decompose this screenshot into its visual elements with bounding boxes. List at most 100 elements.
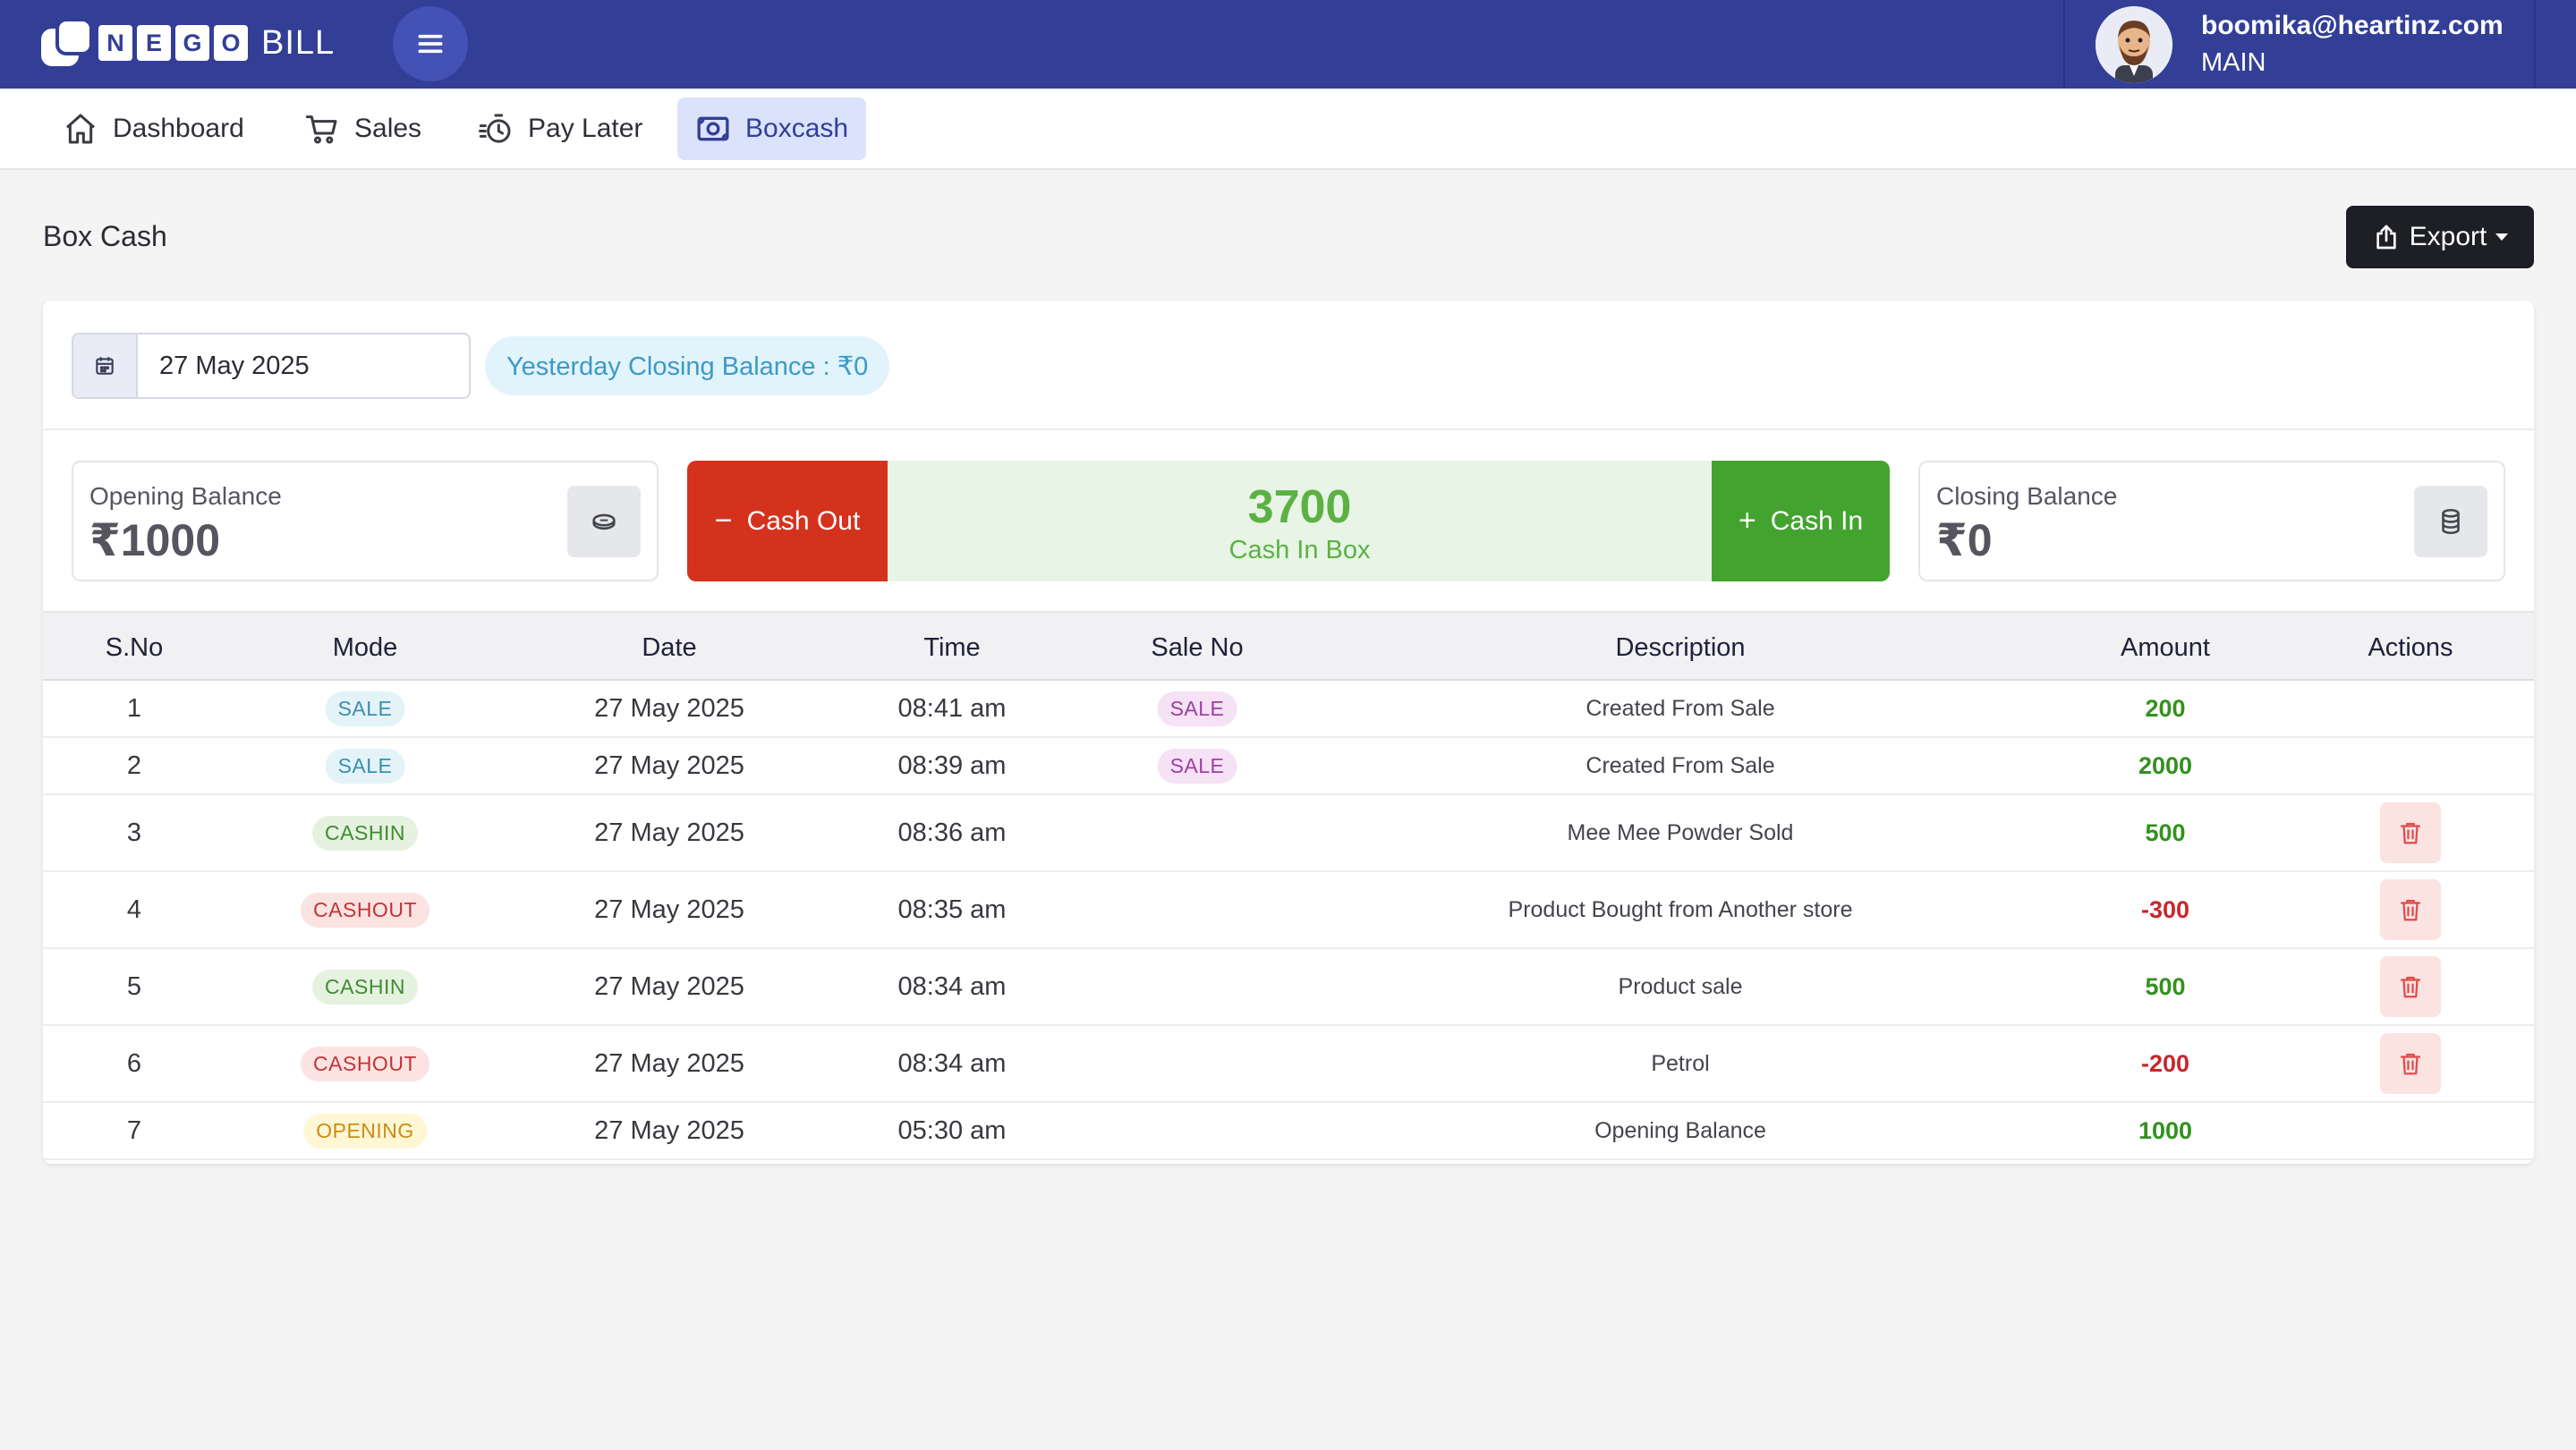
cell-sno: 5 [126,971,142,1001]
nav-item-pay-later[interactable]: Pay Later [460,98,660,160]
cell-amount: -200 [2140,1049,2190,1077]
calendar-icon [96,357,114,375]
cell-date: 27 May 2025 [594,750,744,780]
cell-sale-no: SALE [1157,681,1237,736]
sale-no-badge[interactable]: SALE [1157,748,1237,784]
opening-balance-value: ₹1000 [89,515,221,565]
cell-sno: 7 [126,1115,142,1145]
mode-badge: SALE [325,748,405,784]
cell-description: Created From Sale [1586,752,1775,778]
closing-balance-box: Closing Balance ₹0 [1918,461,2505,581]
filter-row: 27 May 2025 Yesterday Closing Balance : … [43,301,2534,430]
user-email: boomika@heartinz.com [2201,11,2504,40]
cell-amount: 2000 [2138,751,2193,779]
sale-no-badge[interactable]: SALE [1157,691,1237,726]
date-input[interactable]: 27 May 2025 [159,351,310,380]
table-header: S.No Mode Date Time Sale No Description … [43,611,2534,681]
cash-in-box-label: Cash In Box [1228,536,1371,564]
nav-item-sales[interactable]: Sales [286,98,439,160]
table-row: 4 CASHOUT 27 May 2025 08:35 am Product Bough… [43,872,2534,949]
cell-mode: CASHIN [312,949,418,1024]
top-header: N E G O BILL boomika@heartinz.com [0,0,2576,89]
logo-letter: O [214,25,248,61]
column-header: Actions [2368,632,2453,662]
date-picker-toggle[interactable] [73,335,138,397]
cart-icon [305,115,337,144]
page-title: Box Cash [43,220,167,252]
mode-badge: CASHIN [312,969,418,1005]
cell-mode: SALE [325,681,405,736]
delete-button[interactable] [2380,1033,2441,1094]
cell-amount: 200 [2145,694,2186,722]
date-picker[interactable]: 27 May 2025 [72,333,471,399]
minus-icon: − [714,504,733,538]
user-menu[interactable]: boomika@heartinz.com MAIN [2063,0,2536,89]
logo-letter: E [137,25,171,61]
column-header: S.No [105,632,164,662]
table-row: 6 CASHOUT 27 May 2025 08:34 am Petrol -200 [43,1026,2534,1103]
cell-sno: 4 [126,895,142,924]
column-header: Time [923,632,981,662]
cell-date: 27 May 2025 [594,1115,744,1145]
closing-balance-value: ₹0 [1936,515,1993,565]
export-label: Export [2409,222,2487,251]
chevron-down-icon [2495,233,2509,241]
cash-box-icon [697,116,729,141]
cell-date: 27 May 2025 [594,1048,744,1078]
cell-actions [2380,795,2441,870]
hamburger-menu-button[interactable] [393,6,468,81]
trash-icon [2400,899,2421,921]
cash-out-button[interactable]: − Cash Out [687,461,888,581]
table-row: 5 CASHIN 27 May 2025 08:34 am Product sale 50… [43,949,2534,1026]
column-header: Amount [2121,632,2210,662]
user-store: MAIN [2201,48,2266,77]
cell-description: Mee Mee Powder Sold [1567,819,1794,845]
table-body: 1 SALE 27 May 2025 08:41 am SALE Created From… [43,681,2534,1160]
cash-in-box-panel: − Cash Out 3700 Cash In Box + Cash In [687,461,1890,581]
opening-balance-icon-box [567,486,641,557]
cell-sno: 6 [126,1048,142,1078]
delete-button[interactable] [2380,879,2441,940]
main-nav: Dashboard Sales Pay Later Boxcash [0,89,2576,170]
cell-time: 05:30 am [897,1115,1007,1145]
table-row: 2 SALE 27 May 2025 08:39 am SALE Created From… [43,738,2534,795]
cell-actions [2380,949,2441,1024]
cell-sale-no: SALE [1157,738,1237,793]
cell-time: 08:34 am [897,1048,1007,1078]
user-avatar-icon [2096,5,2172,83]
delete-button[interactable] [2380,802,2441,863]
cell-description: Created From Sale [1586,695,1775,721]
table-row: 7 OPENING 27 May 2025 05:30 am Opening Balan… [43,1103,2534,1160]
nav-label: Pay Later [528,114,643,143]
cell-date: 27 May 2025 [594,818,744,847]
cash-in-button[interactable]: + Cash In [1712,461,1890,581]
column-header: Mode [332,632,398,662]
app-logo[interactable]: N E G O BILL [41,18,335,68]
export-button[interactable]: Export [2346,206,2534,268]
cell-date: 27 May 2025 [594,971,744,1001]
column-header: Date [642,632,697,662]
cell-actions [2380,1026,2441,1101]
cell-mode: CASHIN [312,795,418,870]
cash-in-label: Cash In [1770,505,1864,536]
yesterday-closing-balance-badge: Yesterday Closing Balance : ₹0 [485,336,890,395]
cash-out-label: Cash Out [746,505,861,536]
logo-wordmark: N E G O BILL [98,24,335,63]
closing-balance-icon-box [2414,486,2487,557]
trash-icon [2400,1053,2421,1075]
nav-label: Sales [354,114,422,143]
opening-balance-label: Opening Balance [89,482,282,510]
logo-cube-icon [41,18,93,68]
cell-mode: CASHOUT [301,1026,429,1101]
nav-item-boxcash[interactable]: Boxcash [677,98,867,160]
box-cash-table: S.No Mode Date Time Sale No Description … [43,611,2534,1160]
cell-time: 08:39 am [897,750,1007,780]
mode-badge: SALE [325,691,405,726]
avatar[interactable] [2096,5,2172,83]
box-cash-card: 27 May 2025 Yesterday Closing Balance : … [43,301,2534,1164]
logo-suffix: BILL [261,23,336,62]
delete-button[interactable] [2380,956,2441,1017]
plus-icon: + [1738,504,1756,538]
nav-item-dashboard[interactable]: Dashboard [45,98,262,160]
cell-date: 27 May 2025 [594,895,744,924]
